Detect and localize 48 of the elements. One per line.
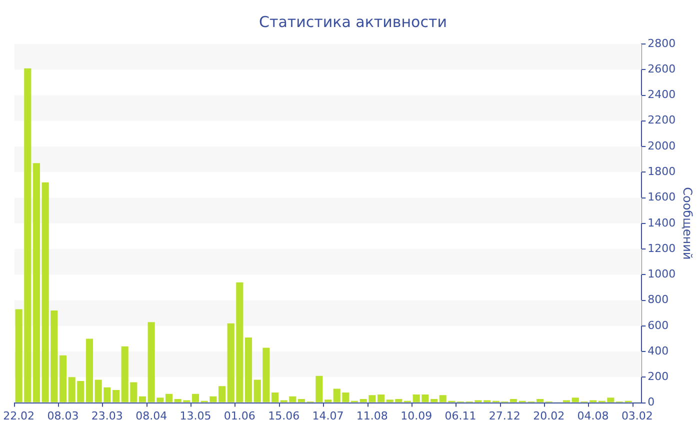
bar <box>86 338 94 402</box>
x-tick-label: 20.02 <box>533 409 565 422</box>
bar <box>165 394 173 402</box>
bar <box>32 163 40 402</box>
bar <box>112 390 120 402</box>
x-tick-label: 15.06 <box>268 409 300 422</box>
y-tick-label: 2400 <box>648 88 676 102</box>
chart-title: Статистика активности <box>259 12 447 31</box>
bar <box>298 398 306 402</box>
bar <box>377 394 385 402</box>
y-tick-label: 600 <box>648 318 669 332</box>
x-tick-label: 22.02 <box>3 409 35 422</box>
x-tick-label: 01.06 <box>224 409 256 422</box>
y-tick-label: 1600 <box>648 190 676 204</box>
y-tick-label: 2000 <box>648 139 676 152</box>
y-tick-label: 2800 <box>648 36 676 50</box>
y-tick-label: 800 <box>648 293 669 306</box>
bar <box>138 396 146 402</box>
bar <box>59 355 67 402</box>
bar <box>536 398 544 402</box>
y-tick-label: 400 <box>648 344 669 358</box>
x-tick-label: 13.05 <box>180 409 212 422</box>
x-tick-label: 08.03 <box>47 409 79 422</box>
bar <box>271 392 279 402</box>
x-tick-label: 11.08 <box>356 409 388 422</box>
y-tick-label: 2200 <box>648 114 676 127</box>
y-tick-label: 0 <box>648 396 655 409</box>
x-tick-label: 06.11 <box>444 409 476 422</box>
bar <box>218 386 226 402</box>
y-tick-label: 1800 <box>648 165 676 178</box>
x-tick-label: 08.04 <box>136 409 168 422</box>
y-tick-label: 1400 <box>648 216 676 230</box>
bar <box>324 400 332 402</box>
y-axis-title: Сообщений <box>680 187 695 260</box>
x-tick-label: 14.07 <box>312 409 344 422</box>
x-tick-label: 04.08 <box>577 409 609 422</box>
bar <box>510 398 518 402</box>
bar <box>192 394 200 402</box>
x-tick-label: 27.12 <box>488 409 520 422</box>
y-tick-label: 2600 <box>648 62 676 76</box>
y-tick-label: 200 <box>648 370 669 384</box>
x-tick-label: 23.03 <box>91 409 123 422</box>
bar <box>244 337 252 402</box>
y-tick-label: 1200 <box>648 242 676 255</box>
y-tick-label: 1000 <box>648 268 676 281</box>
x-tick-label: 10.09 <box>400 409 432 422</box>
x-tick-label: 03.02 <box>621 409 653 422</box>
bar <box>430 398 438 402</box>
